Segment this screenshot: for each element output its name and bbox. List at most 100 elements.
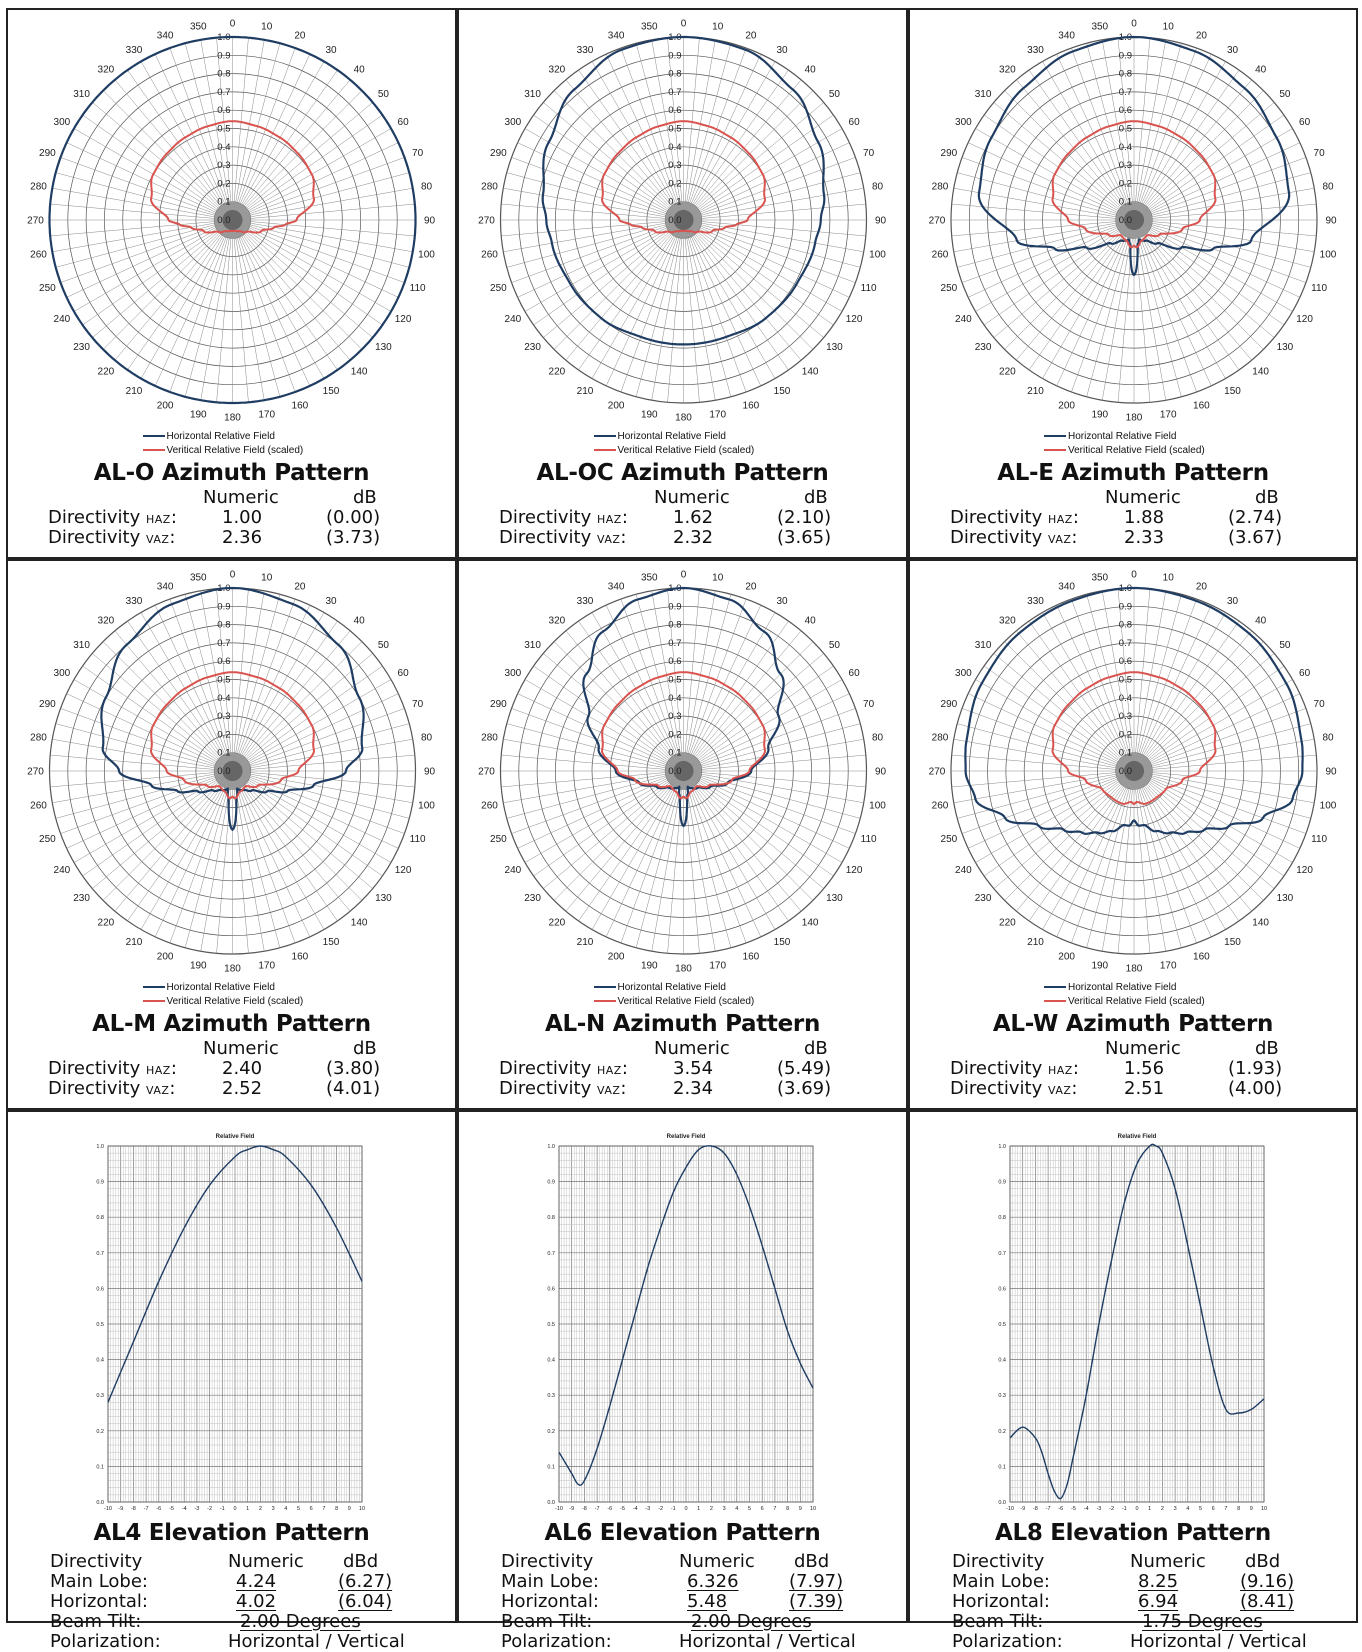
polar-spoke <box>1152 772 1317 788</box>
theta-tick-label: 90 <box>1325 767 1337 778</box>
theta-tick-label: 20 <box>294 581 306 592</box>
polar-chart: 0.00.10.20.30.40.50.60.70.80.91.00 102030… <box>929 19 1337 424</box>
numeric-value: 3.54 <box>673 1058 714 1079</box>
r-tick-label: 0.2 <box>217 729 230 740</box>
directivity-table: Numeric dB Directivity HAZ: 1.88 (2.74) Direc… <box>910 488 1356 548</box>
theta-tick-label: 50 <box>829 89 841 100</box>
db-value: (3.69) <box>777 1078 832 1099</box>
theta-tick-label: 350 <box>190 572 207 583</box>
numeric-value: 4.02 <box>236 1591 277 1612</box>
polar-spoke <box>1151 723 1311 767</box>
y-tick-label: 0.6 <box>998 1286 1006 1292</box>
polar-spoke <box>233 238 249 403</box>
db-value: (2.10) <box>777 507 832 528</box>
legend-label-vertical: Veritical Relative Field (scaled) <box>1068 996 1205 1007</box>
polar-spoke <box>699 227 850 298</box>
polar-spoke <box>1004 641 1122 759</box>
polar-spoke <box>993 653 1135 772</box>
polar-spoke <box>961 219 1135 283</box>
theta-tick-label: 90 <box>875 216 887 227</box>
polar-spoke <box>1150 142 1300 213</box>
theta-tick-label: 50 <box>1279 640 1291 651</box>
polar-spoke <box>565 219 684 361</box>
theta-tick-label: 300 <box>505 668 522 679</box>
polar-chart: 0.00.10.20.30.40.50.60.70.80.91.00 102030… <box>27 19 435 424</box>
theta-tick-label: 100 <box>869 250 886 261</box>
polar-spoke <box>1101 770 1135 952</box>
polar-spoke <box>953 770 1135 804</box>
polar-spoke <box>114 219 233 361</box>
legend-swatch-vertical <box>1044 1000 1066 1003</box>
numeric-header: Numeric <box>654 1038 730 1059</box>
r-tick-label: 0.0 <box>217 766 230 777</box>
polar-spoke <box>961 708 1135 772</box>
theta-tick-label: 90 <box>424 767 436 778</box>
theta-tick-label: 240 <box>54 314 71 325</box>
polar-spoke <box>635 594 680 754</box>
polar-spoke <box>232 102 373 221</box>
polar-spoke <box>154 54 225 204</box>
polar-spoke <box>232 770 296 944</box>
azimuth-panel: 0.0 0.1 0.2 0.3 0.4 0.5 0.6 0.7 0.8 0.9 1.0 0 10 20 30… <box>908 559 1358 1110</box>
theta-tick-label: 40 <box>1255 65 1267 76</box>
polar-spoke <box>1004 783 1122 901</box>
polar-spoke <box>1042 61 1135 221</box>
theta-tick-label: 30 <box>1227 45 1239 56</box>
polar-spoke <box>1138 594 1182 754</box>
polar-spoke <box>247 230 383 326</box>
polar-center <box>673 760 694 782</box>
polar-spoke <box>683 590 716 772</box>
chart-legend: Horizontal Relative Field Veritical Relat… <box>142 981 303 1009</box>
theta-tick-label: 50 <box>378 89 390 100</box>
theta-tick-label: 80 <box>1322 181 1334 192</box>
x-tick-label: -3 <box>645 1506 650 1512</box>
theta-tick-label: 40 <box>354 65 366 76</box>
theta-tick-label: 210 <box>1027 386 1044 397</box>
r-tick-label: 0.4 <box>217 142 230 153</box>
polar-spoke <box>620 47 684 221</box>
polar-spoke <box>511 157 684 221</box>
polar-spoke <box>667 588 683 753</box>
db-value: (5.49) <box>777 1058 832 1079</box>
theta-tick-label: 60 <box>398 117 410 128</box>
theta-tick-label: 230 <box>73 893 90 904</box>
r-tick-label: 0.5 <box>217 124 230 135</box>
polar-spoke <box>1133 708 1307 772</box>
theta-tick-label: 110 <box>861 283 877 294</box>
legend-swatch-horizontal <box>593 435 616 438</box>
polar-spoke <box>1004 90 1122 208</box>
polar-spoke <box>993 102 1135 221</box>
polar-spoke <box>957 172 1117 216</box>
polar-spoke <box>247 665 383 761</box>
polar-spoke <box>140 612 233 772</box>
directivity-table: Numeric dB Directivity HAZ: 1.56 (1.93) Direc… <box>910 1039 1356 1099</box>
legend-label-horizontal: Horizontal Relative Field <box>617 431 726 442</box>
x-tick-label: -9 <box>1020 1506 1025 1512</box>
theta-tick-label: 80 <box>872 181 884 192</box>
r-tick-label: 0.7 <box>1119 638 1132 649</box>
horizontal-field-line <box>582 586 785 828</box>
theta-tick-label: 260 <box>932 801 949 812</box>
polar-spoke <box>1133 653 1275 772</box>
polar-spoke <box>1135 789 1151 954</box>
theta-tick-label: 320 <box>98 616 115 627</box>
polar-spoke <box>553 783 671 901</box>
theta-tick-label: 140 <box>802 366 819 377</box>
polar-spoke <box>683 187 864 221</box>
polar-spoke <box>232 39 265 221</box>
x-tick-label: -7 <box>144 1506 149 1512</box>
polar-spoke <box>1133 770 1315 804</box>
polar-spoke <box>232 219 265 401</box>
r-tick-label: 0.5 <box>217 675 230 686</box>
x-tick-label: -3 <box>194 1506 199 1512</box>
polar-spoke <box>1101 590 1135 772</box>
theta-tick-label: 200 <box>608 952 625 963</box>
directivity-label: Directivity <box>48 1058 141 1079</box>
x-tick-label: -7 <box>1046 1506 1051 1512</box>
polar-spoke <box>1148 665 1285 761</box>
db-header: dB <box>353 1038 377 1059</box>
azimuth-svg: 0.00.10.20.30.40.50.60.70.80.91.00 102030… <box>27 19 435 424</box>
polar-spoke <box>975 219 1135 312</box>
y-tick-label: 0.3 <box>96 1393 104 1399</box>
theta-tick-label: 80 <box>421 181 433 192</box>
